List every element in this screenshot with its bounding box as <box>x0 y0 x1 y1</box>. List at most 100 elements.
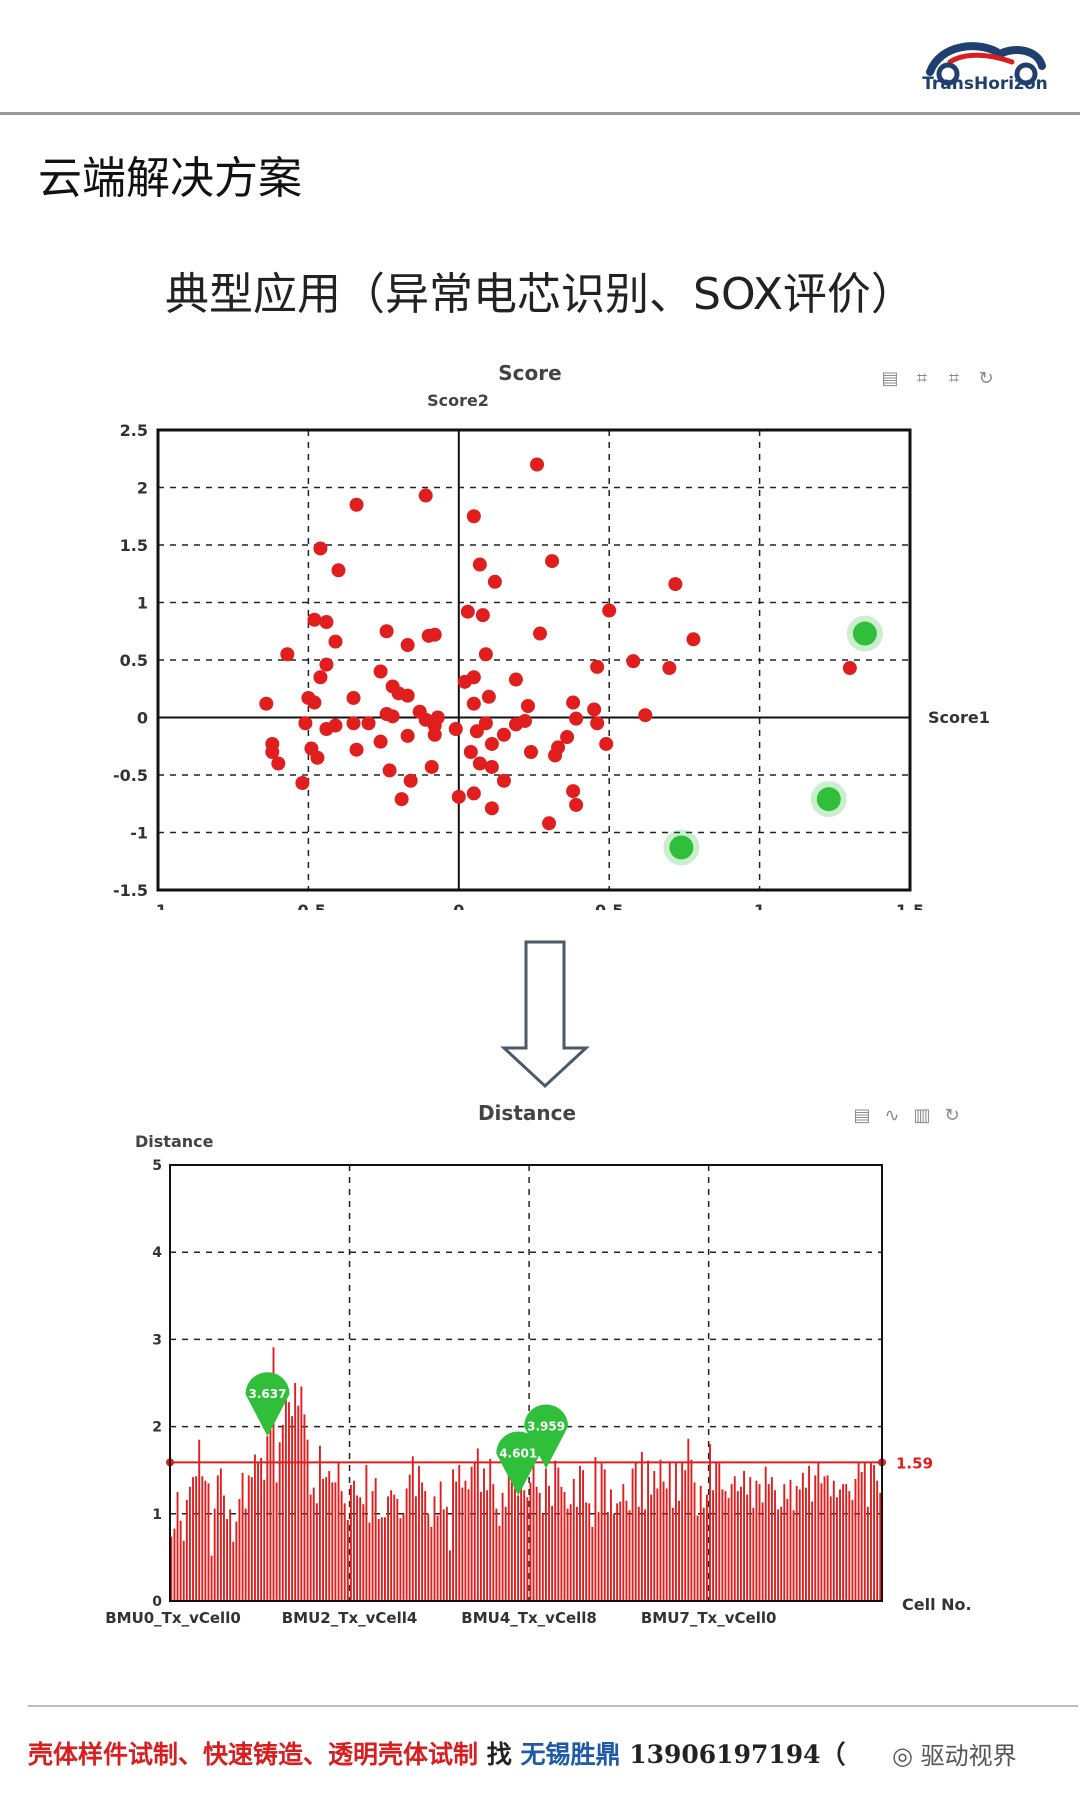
distance-bar <box>538 1492 541 1601</box>
distance-bar <box>387 1496 389 1601</box>
scatter-point <box>418 488 433 503</box>
distance-bar <box>801 1472 804 1601</box>
distance-bar <box>421 1482 424 1601</box>
scatter-point <box>548 748 563 763</box>
scatter-point <box>310 750 325 765</box>
scatter-point <box>496 727 511 742</box>
scatter-point <box>484 801 499 816</box>
distance-bar <box>418 1465 420 1601</box>
distance-bar <box>749 1477 752 1601</box>
distance-bar <box>520 1467 523 1601</box>
distance-bar <box>758 1484 761 1601</box>
line-chart-icon: ∿ <box>884 1105 899 1126</box>
distance-bar <box>746 1494 749 1601</box>
scatter-ytick-label: 0 <box>137 709 148 728</box>
scatter-point <box>313 670 328 685</box>
distance-bar <box>560 1486 563 1601</box>
distance-bar <box>445 1506 448 1601</box>
distance-bar <box>876 1480 879 1601</box>
peak-marker-label: 4.601 <box>499 1446 537 1460</box>
scatter-point <box>472 756 487 771</box>
distance-bar <box>839 1489 841 1601</box>
distance-bar <box>709 1444 711 1601</box>
distance-bar <box>436 1515 439 1601</box>
scatter-point <box>520 699 535 713</box>
distance-bar <box>727 1498 730 1601</box>
distance-bar <box>873 1464 876 1601</box>
distance-bar <box>411 1456 414 1601</box>
distance-bar <box>288 1402 290 1601</box>
distance-bar <box>393 1494 396 1601</box>
distance-bar <box>346 1519 349 1601</box>
distance-bar <box>498 1526 501 1601</box>
scatter-xlabel: Score1 <box>928 708 990 727</box>
distance-bar <box>795 1485 798 1601</box>
distance-bar <box>631 1468 634 1601</box>
distance-bar <box>297 1405 300 1601</box>
distance-bar <box>405 1488 408 1601</box>
scatter-point <box>298 716 313 731</box>
scatter-point <box>662 661 677 676</box>
scatter-title: Score <box>498 361 561 385</box>
scatter-point <box>668 577 683 592</box>
bar-xtick-label: BMU4_Tx_vCell8 <box>461 1609 597 1627</box>
scatter-ytick-label: 2.5 <box>120 421 148 440</box>
distance-bar <box>857 1463 860 1601</box>
watermark: ◎ 驱动视界 <box>892 1736 1017 1771</box>
distance-bar <box>380 1517 383 1601</box>
distance-bar <box>479 1492 482 1601</box>
distance-bar <box>204 1480 207 1601</box>
anomaly-point <box>816 787 841 812</box>
distance-bar <box>269 1377 272 1601</box>
distance-bar <box>572 1478 575 1601</box>
distance-bar <box>207 1483 210 1601</box>
distance-bar <box>628 1510 631 1601</box>
distance-bar <box>371 1491 374 1601</box>
distance-bar <box>671 1507 674 1601</box>
distance-bar <box>532 1456 535 1601</box>
scatter-point <box>599 736 614 751</box>
scatter-point <box>319 615 334 630</box>
document-icon: ▤ <box>853 1105 870 1126</box>
distance-bar <box>740 1486 742 1601</box>
bar-plot-frame <box>169 1164 883 1602</box>
scatter-point <box>545 554 560 569</box>
distance-bar <box>866 1506 869 1601</box>
scatter-point <box>560 730 575 745</box>
scatter-point <box>842 661 857 676</box>
distance-bar <box>486 1490 489 1601</box>
distance-bar <box>845 1484 848 1601</box>
distance-bar <box>730 1484 733 1601</box>
distance-bar <box>257 1461 259 1601</box>
distance-bar <box>176 1492 179 1601</box>
distance-bar <box>805 1487 807 1601</box>
distance-bar <box>362 1504 365 1601</box>
scatter-point <box>295 776 310 791</box>
watermark-text: 驱动视界 <box>920 1742 1017 1770</box>
distance-bar <box>470 1466 473 1601</box>
scatter-point <box>463 745 478 759</box>
scatter-point <box>259 696 274 711</box>
distance-bar <box>870 1462 872 1601</box>
distance-bar <box>783 1484 786 1601</box>
scatter-point <box>484 759 499 774</box>
distance-bar <box>687 1438 690 1601</box>
scatter-point <box>523 745 538 759</box>
distance-bar <box>384 1517 386 1601</box>
scatter-grid <box>158 430 910 890</box>
scatter-point <box>487 574 502 589</box>
distance-bar <box>253 1454 256 1601</box>
distance-bar <box>476 1448 479 1601</box>
scatter-point <box>496 773 511 788</box>
scatter-ytick-label: -0.5 <box>113 766 148 785</box>
bar-xtick-label: BMU0_Tx_vCell0 <box>105 1609 241 1627</box>
distance-bar <box>854 1478 857 1601</box>
distance-bar <box>337 1463 340 1601</box>
bar-xtick-label: BMU7_Tx_vCell0 <box>641 1609 777 1627</box>
distance-bar <box>179 1520 182 1601</box>
scatter-point <box>451 789 466 804</box>
scatter-point <box>427 627 442 642</box>
distance-bar <box>699 1485 702 1601</box>
scatter-point <box>424 759 439 774</box>
bar-bars <box>170 1347 882 1601</box>
